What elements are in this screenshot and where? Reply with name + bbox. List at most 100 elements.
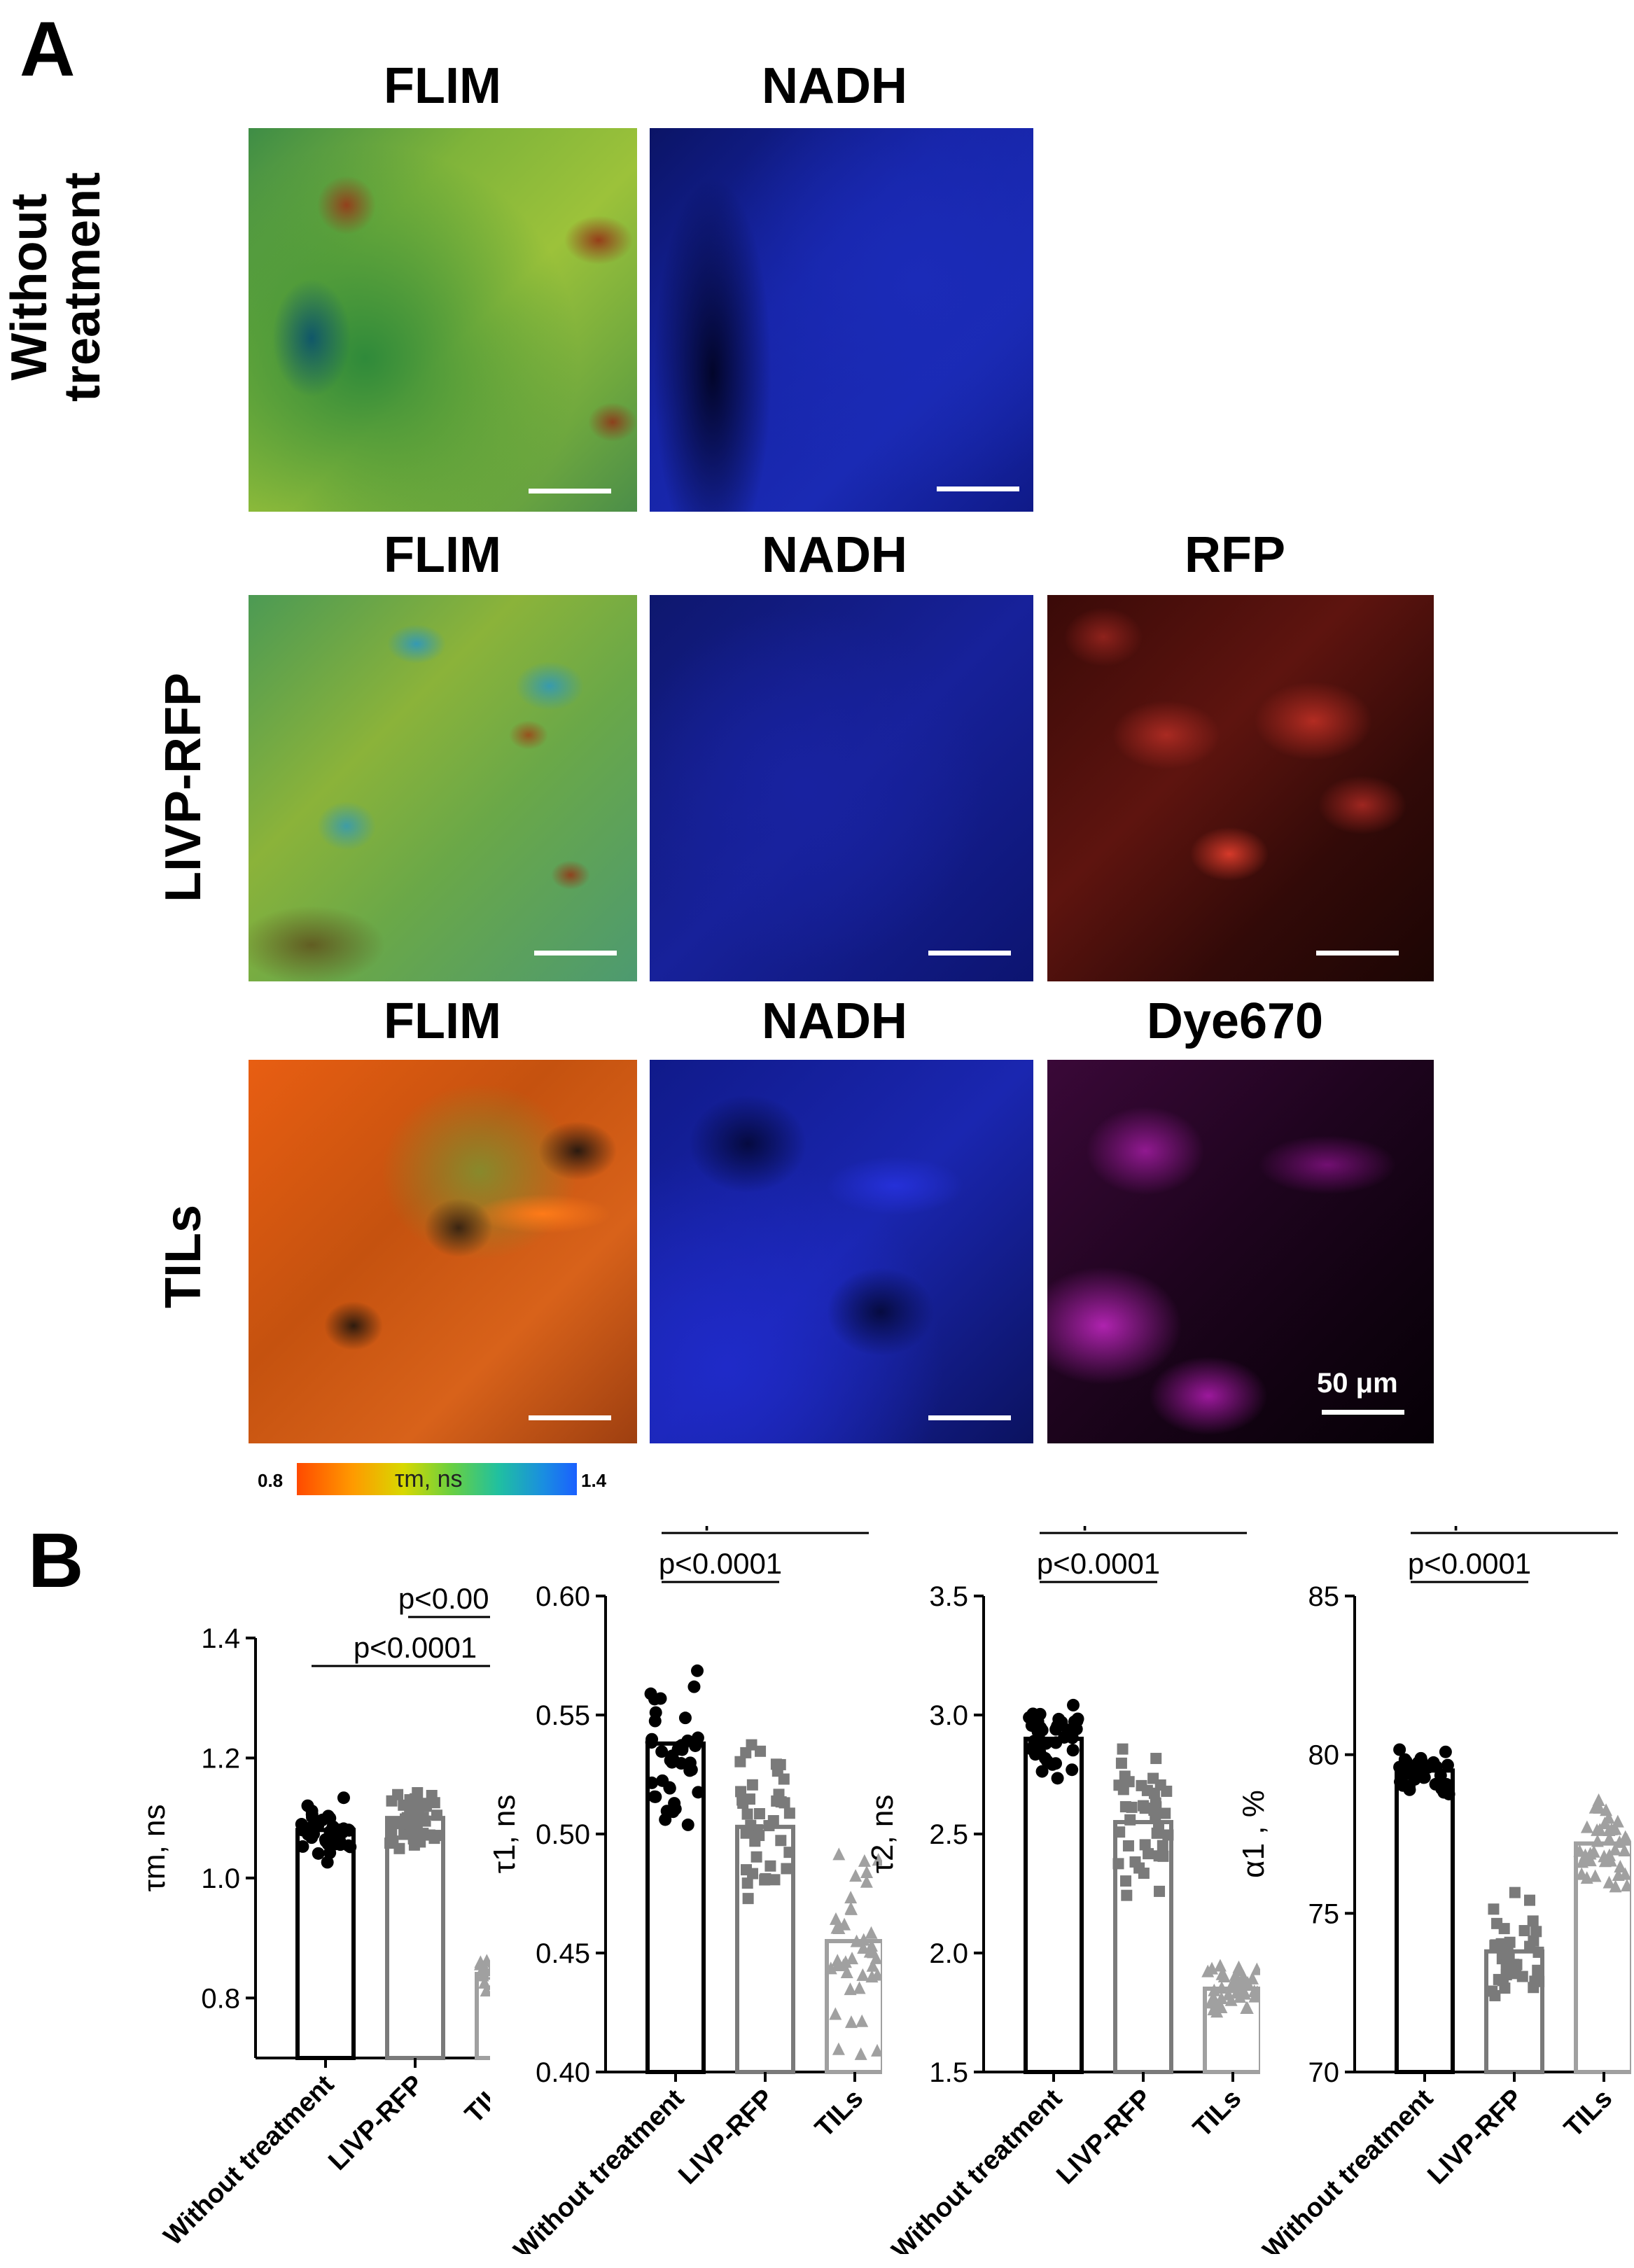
data-point [1119,1770,1131,1782]
data-point [1500,1962,1512,1974]
data-point [1154,1885,1166,1897]
x-tick-label: LIVP-RFP [323,2070,429,2176]
data-point [683,1756,697,1770]
data-point [692,1786,705,1799]
significance-label: p<0.0001 [659,1547,782,1580]
data-point [839,1955,852,1968]
data-point [301,1799,314,1812]
data-point [1602,1831,1616,1844]
data-point [844,2015,858,2029]
y-axis-label: α1 , % [1239,1790,1271,1878]
bar-1 [385,1816,445,2060]
chart-svg-tau-1: 0.40 0.45 0.50 0.55 0.60 τ1, ns Without treatm… [487,1498,911,2265]
data-point [1229,1968,1242,1981]
data-point [750,1851,762,1863]
data-point [870,1951,883,1964]
data-point [1393,1743,1406,1756]
data-point [665,1756,678,1769]
data-point [741,1808,753,1820]
x-tick-label: LIVP-RFP [1422,2084,1528,2190]
data-point [386,1795,398,1807]
data-point [853,1981,866,1994]
data-point [753,1808,765,1820]
data-point [1112,1858,1124,1870]
data-point [323,1812,337,1825]
y-tick-label: 0.8 [201,1983,240,2014]
data-point [296,1840,309,1853]
data-point [1524,1940,1536,1952]
image-flim-without-treatment [249,128,637,512]
data-point [1114,1826,1126,1838]
data-point [690,1664,704,1677]
data-point [1591,1823,1604,1836]
data-point [1035,1765,1049,1778]
y-tick-label: 3.5 [929,1581,968,1612]
data-point [1604,1854,1617,1867]
y-tick-label: 2.5 [929,1819,968,1850]
data-point [1488,1903,1500,1915]
title-dye670-row3: Dye670 [1146,993,1324,1049]
data-point [781,1863,792,1875]
data-point [832,1921,846,1934]
image-nadh-tils [650,1060,1033,1443]
data-point [645,1736,658,1749]
data-point [1427,1756,1440,1769]
x-tick-label: LIVP-RFP [1051,2084,1157,2190]
data-point [1055,1716,1068,1729]
data-point [1148,1805,1160,1816]
data-point [1208,1983,1221,1996]
row-label-tils: TILs [155,1205,211,1309]
data-point [323,1846,337,1859]
data-point [1580,1871,1593,1884]
data-point [1592,1793,1605,1807]
chart-tau-2: 1.5 2.0 2.5 3.0 3.5 τ2, ns Without treatment LI… [865,1498,1289,2265]
data-point [741,1877,753,1889]
data-point [410,1825,421,1837]
data-point [1139,1839,1151,1851]
data-point [1602,1875,1616,1889]
data-point [648,1714,662,1728]
data-point [860,1865,874,1878]
x-tick-label: TILs [1187,2084,1247,2143]
data-point [742,1893,754,1905]
data-point [1576,1855,1589,1868]
data-point [735,1786,747,1798]
x-tick-label: TILs [809,2084,869,2143]
data-point [1046,1758,1059,1771]
data-point [473,1957,487,1970]
data-point [1138,1800,1150,1812]
data-point [844,1901,858,1914]
x-tick-label: Without treatment [1257,2083,1439,2254]
data-point [1584,1854,1597,1867]
data-point [1215,1981,1229,1994]
scalebar [937,486,1019,491]
data-point [419,1815,431,1827]
data-point [846,1952,859,1965]
data-point [1528,1982,1539,1994]
scalebar [928,951,1011,955]
data-point [1518,1925,1530,1937]
data-point [1532,1946,1544,1958]
row-label-line2: treatment [54,172,111,402]
data-point [312,1847,325,1860]
y-tick-label: 0.60 [536,1581,590,1612]
scalebar [529,489,611,493]
y-tick-label: 0.55 [536,1700,590,1731]
y-tick-label: 1.0 [201,1863,240,1894]
x-tick-label: LIVP-RFP [673,2084,779,2190]
data-point [668,1797,681,1810]
data-point [1588,1869,1602,1882]
x-tick-label: Without treatment [886,2083,1068,2254]
image-dye670-tils: 50 μm [1047,1060,1434,1443]
data-point [1587,1844,1600,1858]
chart-alpha-1: 70 75 80 85 α1 , % Without treatment LIVP-RFP T… [1236,1498,1634,2265]
data-point [405,1812,417,1823]
data-point [849,1869,863,1882]
data-point [1598,1849,1611,1863]
data-point [1418,1771,1431,1784]
scalebar [1316,951,1399,955]
image-flim-tils [249,1060,637,1443]
data-point [740,1864,752,1876]
data-point [866,1959,879,1972]
data-point [426,1789,438,1801]
